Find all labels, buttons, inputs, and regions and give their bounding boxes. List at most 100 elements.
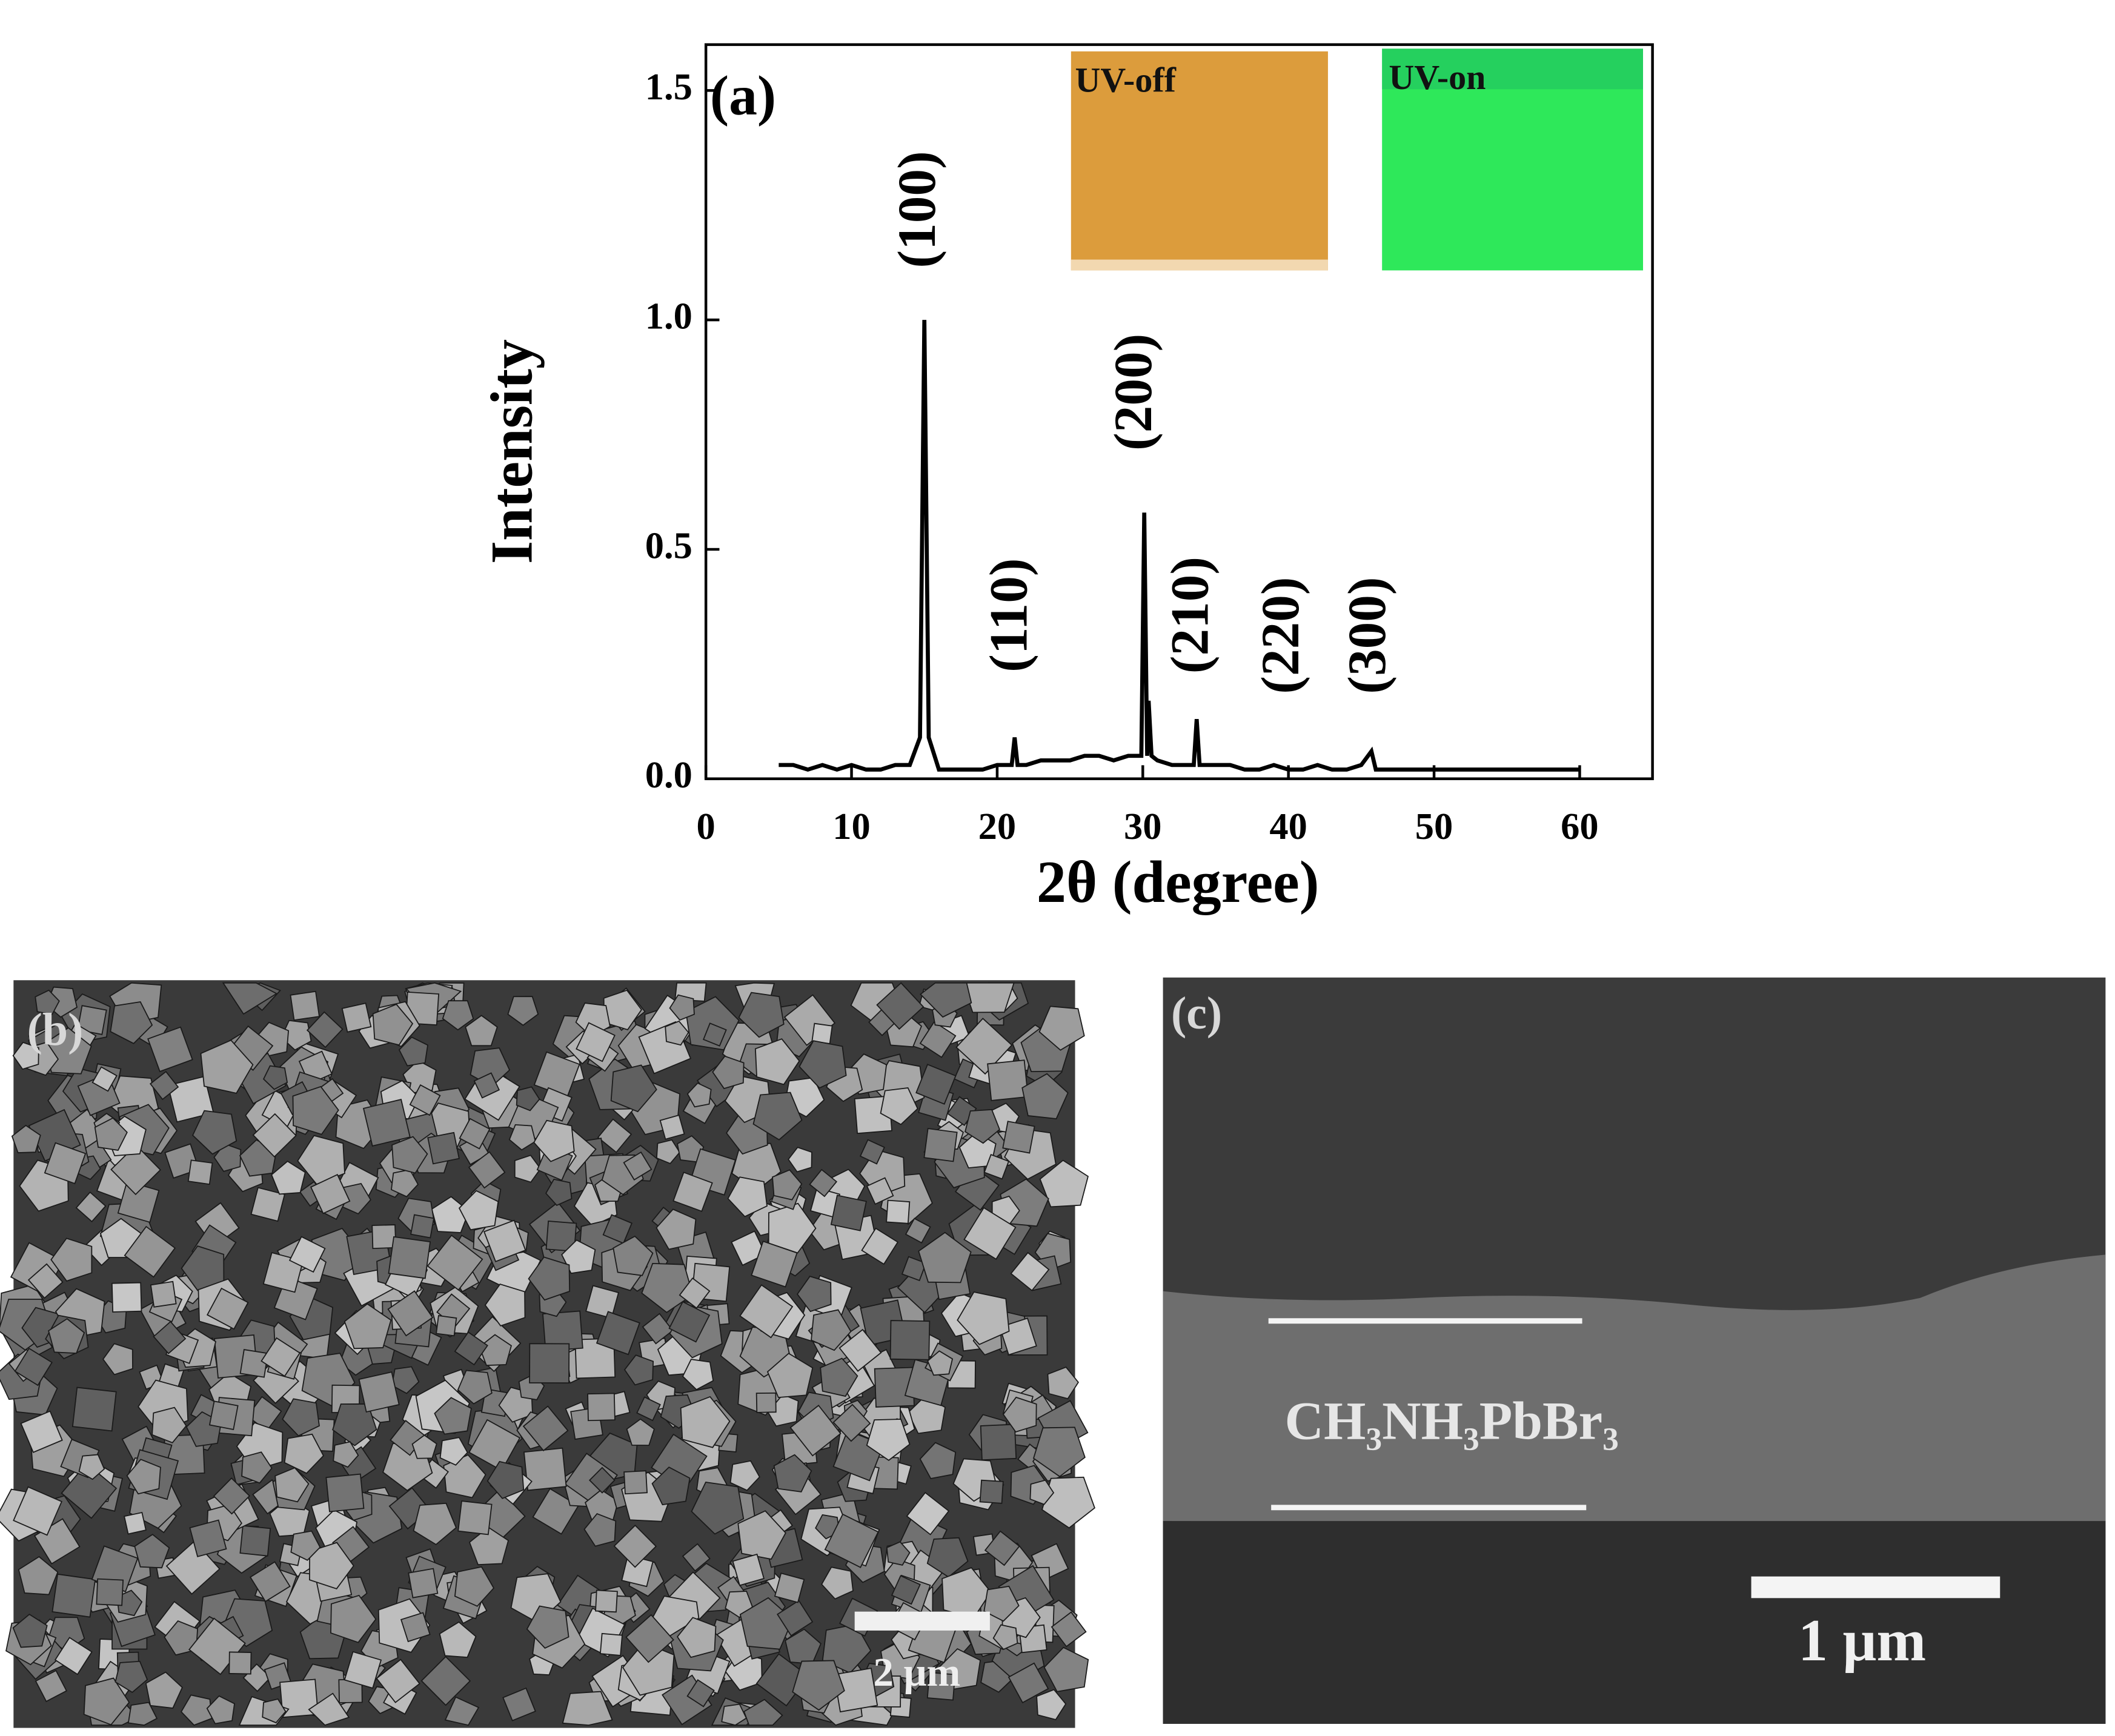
grain	[886, 1541, 911, 1566]
grain	[1047, 1367, 1079, 1400]
grain	[987, 1059, 1029, 1101]
grain	[738, 992, 785, 1038]
grain	[1008, 1662, 1049, 1704]
grain	[344, 1651, 382, 1689]
grain	[830, 1194, 867, 1231]
grain	[470, 1047, 511, 1088]
grain	[282, 1398, 320, 1437]
grain	[279, 1678, 319, 1718]
grain	[679, 1277, 711, 1309]
grain	[479, 1334, 512, 1367]
grain	[48, 1318, 85, 1354]
inset-label: UV-off	[1075, 61, 1177, 100]
grain	[820, 1357, 858, 1397]
grain	[284, 1433, 325, 1474]
grain	[473, 1072, 500, 1099]
grain	[483, 1219, 526, 1262]
x-tick-label: 40	[1269, 805, 1307, 847]
grain	[427, 1234, 483, 1291]
grain	[886, 1199, 911, 1224]
grain	[682, 1359, 714, 1391]
grain	[729, 1460, 760, 1491]
grain	[656, 1139, 680, 1165]
y-axis-label: Intensity	[479, 339, 545, 564]
grain	[773, 1454, 812, 1492]
grain	[533, 1119, 575, 1162]
grain	[454, 1331, 488, 1366]
grain	[341, 1002, 372, 1033]
grain	[919, 1021, 957, 1058]
x-tick-label: 20	[978, 805, 1016, 847]
grain	[529, 1343, 570, 1384]
grain	[1041, 1476, 1095, 1529]
grain	[702, 1022, 727, 1047]
grain	[11, 1124, 41, 1153]
grain	[587, 1393, 616, 1422]
grain	[134, 1534, 170, 1569]
grain	[376, 1658, 420, 1703]
grain	[439, 1621, 477, 1658]
grain	[623, 1354, 654, 1386]
grain	[187, 1159, 213, 1185]
scale-bar-label: 1 μm	[1798, 1608, 1926, 1674]
grain	[1043, 1646, 1089, 1692]
grain	[77, 1005, 107, 1035]
grain	[409, 1084, 441, 1116]
grain	[12, 1614, 48, 1648]
grain	[241, 1451, 273, 1484]
grain	[901, 1256, 927, 1282]
grain	[127, 1701, 158, 1726]
grain	[799, 1040, 847, 1089]
grain	[677, 1135, 705, 1163]
grain	[111, 1282, 142, 1313]
grain	[1032, 1426, 1086, 1477]
grain	[686, 1082, 712, 1108]
grain	[891, 1575, 921, 1605]
grain	[508, 1124, 536, 1151]
grain	[27, 1263, 64, 1299]
grain	[484, 1283, 526, 1327]
grain	[306, 1011, 344, 1049]
grain	[91, 1066, 118, 1092]
x-tick-label: 30	[1124, 805, 1161, 847]
grain	[838, 1328, 882, 1372]
grain	[743, 1698, 783, 1726]
grain	[400, 1612, 431, 1643]
grain	[712, 1055, 745, 1090]
grain	[358, 1371, 400, 1413]
grain	[333, 1441, 359, 1468]
grain	[915, 1064, 957, 1105]
grain	[388, 1236, 431, 1279]
grain	[588, 1466, 616, 1494]
grain	[250, 1187, 285, 1222]
inset-shade	[1382, 48, 1643, 90]
grain	[372, 1003, 414, 1046]
grain	[439, 1437, 468, 1466]
grain	[737, 1510, 786, 1560]
grain	[516, 1086, 540, 1112]
grain	[442, 1000, 474, 1031]
grain	[1051, 1611, 1087, 1648]
inset-edge	[1071, 259, 1328, 271]
grain	[434, 1397, 472, 1435]
grain	[861, 1227, 899, 1265]
grain	[180, 1694, 213, 1726]
y-tick-label: 0.0	[645, 754, 692, 796]
x-tick-label: 50	[1415, 805, 1453, 847]
grain	[545, 1178, 573, 1206]
grain	[685, 996, 740, 1051]
grain	[468, 1151, 506, 1189]
grain	[362, 1099, 411, 1147]
grain	[832, 1403, 871, 1442]
grain	[785, 1628, 822, 1665]
grain	[774, 1572, 805, 1603]
grain	[927, 1350, 954, 1376]
grain	[18, 1555, 59, 1595]
grain	[411, 1434, 437, 1459]
grain	[980, 1423, 1017, 1461]
grain	[636, 1396, 661, 1422]
grain	[876, 982, 925, 1030]
grain	[721, 1703, 748, 1726]
grain	[213, 1477, 251, 1515]
peak-label: (200)	[1103, 334, 1163, 451]
